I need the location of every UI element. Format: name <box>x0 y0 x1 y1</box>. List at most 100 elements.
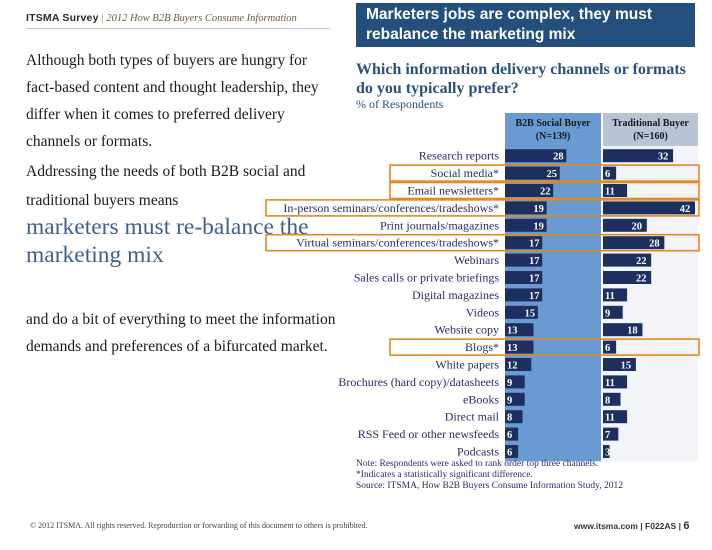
value-label-traditional: 22 <box>636 256 647 267</box>
bar-traditional <box>603 375 628 389</box>
bar-b2b-social <box>505 427 519 441</box>
category-label: White papers <box>435 358 499 372</box>
highlight-box <box>389 164 700 182</box>
value-label-b2b-social: 15 <box>525 308 536 319</box>
value-label-b2b-social: 17 <box>529 239 540 250</box>
title-banner: Marketers jobs are complex, they must re… <box>356 3 695 47</box>
value-label-b2b-social: 8 <box>507 413 512 424</box>
category-label: Podcasts <box>457 445 499 459</box>
category-label: Social media* <box>431 166 499 180</box>
series-header-bg-traditional <box>603 113 698 146</box>
bar-b2b-social <box>505 410 523 424</box>
bar-b2b-social <box>505 305 538 319</box>
page-number: 6 <box>683 520 690 532</box>
survey-brand: ITSMA Survey <box>26 12 99 24</box>
bar-traditional <box>603 445 610 458</box>
value-label-b2b-social: 13 <box>507 326 518 337</box>
value-label-b2b-social: 17 <box>529 274 540 285</box>
value-label-b2b-social: 13 <box>507 343 518 354</box>
intro-paragraph: Although both types of buyers are hungry… <box>26 52 319 150</box>
category-label: RSS Feed or other newsfeeds <box>358 427 500 441</box>
category-label: Blogs* <box>465 340 499 354</box>
site-footer-text: www.itsma.com | F022AS | <box>574 521 681 531</box>
bar-traditional <box>603 427 619 441</box>
category-label: Virtual seminars/conferences/tradeshows* <box>296 236 499 250</box>
survey-header: ITSMA Survey | 2012 How B2B Buyers Consu… <box>26 12 297 24</box>
value-label-traditional: 6 <box>605 169 610 180</box>
value-label-traditional: 15 <box>621 361 632 372</box>
bar-traditional <box>603 184 628 197</box>
bar-b2b-social <box>505 149 567 163</box>
value-label-traditional: 32 <box>658 152 669 163</box>
value-label-traditional: 28 <box>649 239 660 250</box>
chart-question: Which information delivery channels or f… <box>356 61 686 97</box>
value-label-b2b-social: 17 <box>529 291 540 302</box>
bar-traditional <box>603 358 636 371</box>
value-label-b2b-social: 19 <box>533 221 544 232</box>
bar-traditional <box>603 392 621 406</box>
chart-notes: Note: Respondents were asked to rank ord… <box>356 459 696 492</box>
note-line-1: Note: Respondents were asked to rank ord… <box>356 459 599 469</box>
bar-b2b-social <box>505 323 534 337</box>
banner-line-1: Marketers jobs are complex, they must <box>366 6 653 23</box>
bar-b2b-social <box>505 218 547 232</box>
bar-traditional <box>603 253 652 267</box>
category-label: Email newsletters* <box>407 184 499 198</box>
value-label-b2b-social: 9 <box>507 378 512 389</box>
series-n-b2b-social: (N=139) <box>536 131 571 142</box>
needs-paragraph: Addressing the needs of both B2B social … <box>26 163 306 209</box>
survey-subtitle: 2012 How B2B Buyers Consume Information <box>106 13 297 24</box>
value-label-traditional: 7 <box>605 430 610 441</box>
value-label-b2b-social: 6 <box>507 448 512 459</box>
bar-b2b-social <box>505 358 532 371</box>
bar-b2b-social <box>505 288 543 302</box>
bar-traditional <box>603 305 623 319</box>
bar-traditional <box>603 271 652 284</box>
value-label-traditional: 22 <box>636 274 647 285</box>
series-name-traditional: Traditional Buyer <box>612 118 689 129</box>
value-label-traditional: 42 <box>680 204 691 215</box>
bar-traditional <box>603 288 628 302</box>
category-label: eBooks <box>463 392 499 406</box>
value-label-traditional: 6 <box>605 343 610 354</box>
value-label-b2b-social: 25 <box>547 169 558 180</box>
category-label: Brochures (hard copy)/datasheets <box>338 375 499 389</box>
value-label-traditional: 11 <box>605 413 615 424</box>
bar-b2b-social <box>505 271 543 284</box>
bar-b2b-social <box>505 166 560 180</box>
note-line-3: Source: ITSMA, How B2B Buyers Consume In… <box>356 481 623 491</box>
bar-b2b-social <box>505 184 554 197</box>
value-label-traditional: 11 <box>605 187 615 198</box>
value-label-b2b-social: 12 <box>507 361 518 372</box>
bar-traditional <box>603 201 695 215</box>
bar-b2b-social <box>505 340 534 354</box>
series-n-traditional: (N=160) <box>633 131 668 142</box>
closing-paragraph: and do a bit of everything to meet the i… <box>26 311 336 355</box>
copyright-footer: © 2012 ITSMA. All rights reserved. Repro… <box>30 521 368 530</box>
bar-traditional <box>603 410 628 424</box>
value-label-traditional: 11 <box>605 378 615 389</box>
bar-b2b-social <box>505 445 519 458</box>
highlight-box <box>389 338 700 356</box>
value-label-traditional: 3 <box>605 448 610 459</box>
bar-b2b-social <box>505 236 543 250</box>
bar-traditional <box>603 340 617 354</box>
header-rule <box>26 28 330 29</box>
category-label: Webinars <box>454 253 499 267</box>
category-label: Videos <box>466 305 500 319</box>
value-label-traditional: 8 <box>605 395 610 406</box>
chart-question-sub: % of Respondents <box>356 97 444 111</box>
highlight-box <box>265 233 700 252</box>
value-label-traditional: 18 <box>627 326 638 337</box>
series-name-b2b-social: B2B Social Buyer <box>515 118 591 129</box>
bar-traditional <box>603 236 665 250</box>
category-label: Print journals/magazines <box>380 218 499 232</box>
category-label: Research reports <box>419 149 500 163</box>
value-label-b2b-social: 9 <box>507 395 512 406</box>
value-label-b2b-social: 6 <box>507 430 512 441</box>
key-message: marketers must re-balance the marketing … <box>26 214 309 268</box>
bar-b2b-social <box>505 392 525 406</box>
header-separator: | <box>101 12 104 24</box>
banner-line-2: rebalance the marketing mix <box>366 26 576 43</box>
